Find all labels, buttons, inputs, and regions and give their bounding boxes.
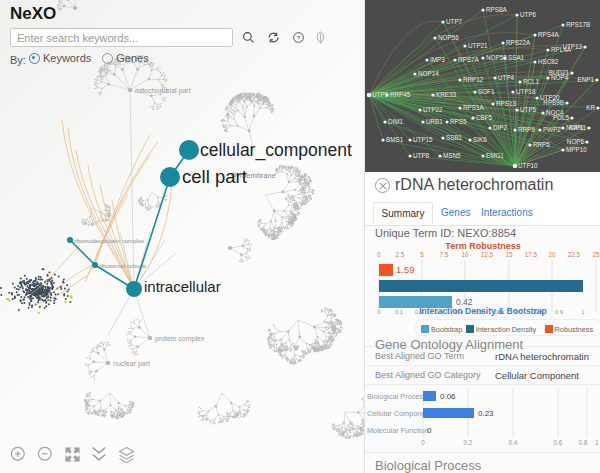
svg-text:UTP5: UTP5 bbox=[520, 106, 537, 113]
svg-text:CBF5: CBF5 bbox=[476, 114, 493, 121]
svg-text:KRE33: KRE33 bbox=[436, 91, 456, 98]
svg-text:protein complex: protein complex bbox=[155, 335, 205, 343]
svg-text:UTP7: UTP7 bbox=[446, 18, 463, 25]
svg-text:7.5: 7.5 bbox=[440, 251, 449, 258]
svg-text:UTP18: UTP18 bbox=[516, 88, 536, 95]
svg-text:RPS1A: RPS1A bbox=[463, 104, 484, 111]
svg-text:0.6: 0.6 bbox=[554, 439, 563, 446]
svg-text:UTP15: UTP15 bbox=[413, 136, 433, 143]
svg-text:RPS13: RPS13 bbox=[496, 100, 516, 107]
svg-text:UTP10: UTP10 bbox=[518, 162, 538, 169]
svg-text:SSA1: SSA1 bbox=[508, 54, 525, 61]
svg-text:SOF1: SOF1 bbox=[478, 88, 495, 95]
svg-text:MPP10: MPP10 bbox=[566, 146, 587, 153]
svg-text:SSB1: SSB1 bbox=[446, 134, 463, 141]
svg-text:10: 10 bbox=[461, 251, 469, 258]
svg-text:1.59: 1.59 bbox=[396, 264, 415, 275]
svg-text:0.2: 0.2 bbox=[464, 439, 473, 446]
svg-text:DIM1: DIM1 bbox=[388, 118, 404, 125]
svg-text:RRP9: RRP9 bbox=[518, 126, 535, 133]
svg-text:RPS17B: RPS17B bbox=[566, 21, 590, 28]
svg-text:EMG1: EMG1 bbox=[486, 152, 504, 159]
svg-text:NOP6: NOP6 bbox=[567, 138, 585, 145]
svg-text:0.4: 0.4 bbox=[509, 439, 518, 446]
svg-text:RPS9B: RPS9B bbox=[543, 99, 564, 106]
svg-text:IMP3: IMP3 bbox=[430, 56, 445, 63]
svg-text:NOP58: NOP58 bbox=[486, 54, 507, 61]
svg-text:nuclear part: nuclear part bbox=[113, 360, 150, 368]
svg-text:UTP13: UTP13 bbox=[562, 43, 582, 50]
svg-text:0: 0 bbox=[421, 439, 425, 446]
svg-text:intracellular: intracellular bbox=[144, 278, 221, 295]
svg-text:POL5: POL5 bbox=[553, 114, 570, 121]
svg-text:MSN5: MSN5 bbox=[443, 152, 461, 159]
svg-text:RRP45: RRP45 bbox=[390, 91, 411, 98]
svg-text:20: 20 bbox=[548, 251, 556, 258]
svg-text:cell part: cell part bbox=[182, 166, 247, 187]
svg-text:SIK6: SIK6 bbox=[473, 136, 487, 143]
svg-text:0: 0 bbox=[427, 426, 432, 435]
svg-text:2.5: 2.5 bbox=[396, 251, 405, 258]
svg-text:ENP1: ENP1 bbox=[578, 76, 595, 83]
svg-text:?: ? bbox=[297, 35, 301, 41]
svg-text:NOP14: NOP14 bbox=[418, 70, 439, 77]
svg-text:RPS5: RPS5 bbox=[450, 118, 467, 125]
svg-text:UTP21: UTP21 bbox=[468, 42, 488, 49]
svg-text:BUD21: BUD21 bbox=[549, 69, 570, 76]
svg-text:KR: KR bbox=[586, 104, 595, 111]
svg-text:ribonucleoprotein complex: ribonucleoprotein complex bbox=[74, 238, 144, 244]
svg-text:mitochondrial part: mitochondrial part bbox=[135, 87, 191, 95]
svg-text:RPS4A: RPS4A bbox=[538, 31, 559, 38]
svg-text:0.06: 0.06 bbox=[440, 392, 456, 401]
svg-text:RRP12: RRP12 bbox=[463, 76, 484, 83]
svg-text:NOP56: NOP56 bbox=[438, 34, 459, 41]
svg-text:BMS1: BMS1 bbox=[386, 136, 404, 143]
svg-text:1: 1 bbox=[595, 439, 599, 446]
svg-text:NAN1: NAN1 bbox=[569, 124, 586, 131]
svg-text:RCL1: RCL1 bbox=[523, 78, 540, 85]
svg-text:Molecular Function: Molecular Function bbox=[367, 426, 429, 435]
svg-text:UTP8: UTP8 bbox=[413, 152, 430, 159]
svg-text:UTP4: UTP4 bbox=[498, 74, 515, 81]
svg-text:UTP9: UTP9 bbox=[372, 91, 389, 98]
svg-text:DIP2: DIP2 bbox=[493, 124, 507, 131]
svg-text:Biological Process: Biological Process bbox=[367, 392, 427, 401]
svg-text:22.5: 22.5 bbox=[568, 251, 581, 258]
svg-text:URB1: URB1 bbox=[426, 118, 443, 125]
svg-text:0: 0 bbox=[377, 251, 381, 258]
svg-text:17.5: 17.5 bbox=[525, 251, 538, 258]
svg-text:UTP6: UTP6 bbox=[520, 11, 537, 18]
svg-text:RPS8A: RPS8A bbox=[486, 6, 507, 13]
svg-text:PWP2: PWP2 bbox=[543, 126, 561, 133]
svg-text:RRP5: RRP5 bbox=[533, 141, 550, 148]
svg-text:0.23: 0.23 bbox=[478, 409, 494, 418]
svg-text:25: 25 bbox=[592, 251, 600, 258]
svg-text:cellular_component: cellular_component bbox=[200, 140, 352, 161]
svg-text:15: 15 bbox=[505, 251, 513, 258]
svg-text:12.5: 12.5 bbox=[481, 251, 494, 258]
svg-text:Cellular Component: Cellular Component bbox=[367, 409, 432, 418]
svg-text:RPS7A: RPS7A bbox=[458, 56, 479, 63]
svg-text:UTP22: UTP22 bbox=[423, 106, 443, 113]
svg-text:RPS22A: RPS22A bbox=[506, 39, 531, 46]
svg-text:5: 5 bbox=[420, 251, 424, 258]
svg-text:HSC82: HSC82 bbox=[538, 58, 559, 65]
svg-text:0.8: 0.8 bbox=[579, 439, 588, 446]
